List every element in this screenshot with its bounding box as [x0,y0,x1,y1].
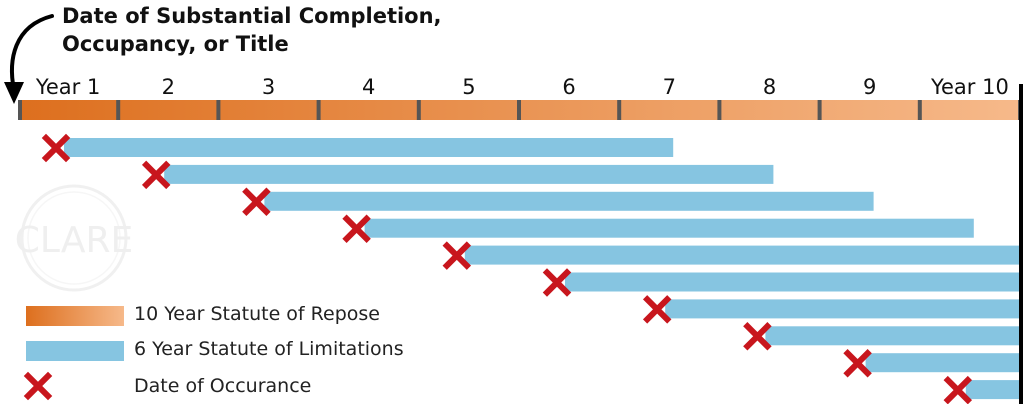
occurrence-x-icon [342,214,371,243]
limitations-bar [264,191,874,211]
timeline-tick [817,100,822,120]
title-line-2: Occupancy, or Title [62,32,289,56]
legend-swatch-limitations [26,341,124,361]
timeline-tick [617,100,622,120]
timeline-year-label: Year 10 [930,75,1009,99]
timeline-tick [316,100,321,120]
occurrence-x-icon [442,241,472,270]
occurrence-markers [41,133,973,404]
limitations-bar [164,164,774,184]
occurrence-x-icon [141,160,171,190]
timeline-year-label: 7 [663,75,676,99]
timeline-year-label: 3 [262,75,275,99]
watermark-logo: CLARE [15,184,133,292]
legend-label-limitations: 6 Year Statute of Limitations [134,338,404,360]
limitations-bar [464,245,1020,265]
timeline-tick [18,100,22,120]
title-line-1: Date of Substantial Completion, [62,4,442,28]
watermark-text: CLARE [15,220,133,261]
legend-label-occurrence: Date of Occurance [134,375,312,397]
timeline-tick [717,100,722,120]
timeline-year-label: 2 [162,75,175,99]
timeline-labels: Year 1 2 3 4 5 6 7 8 9 Year 10 [35,75,1009,99]
occurrence-x-icon [943,375,973,404]
limitations-bar [665,299,1020,319]
legend-x-mark-icon [23,371,53,401]
occurrence-x-icon [542,268,572,297]
timeline-year-label: Year 1 [35,75,101,99]
limitations-bar [865,353,1020,373]
timeline-tick [517,100,521,120]
timeline-year-label: 4 [362,75,375,99]
timeline-year-label: 8 [763,75,776,99]
timeline-year-label: 6 [562,75,575,99]
limitations-bar [765,326,1020,346]
occurrence-x-icon [743,322,772,351]
timeline-year-label: 9 [863,75,876,99]
arrow-icon [4,14,54,104]
occurrence-x-icon [242,187,271,217]
limitations-bar [64,138,674,157]
legend-swatch-repose [26,306,124,326]
limitations-bar [565,272,1020,292]
timeline-year-label: 5 [462,75,475,99]
limitations-bar [965,380,1020,400]
timeline-tick [216,100,221,120]
timeline-tick [416,100,421,120]
timeline-tick [116,100,121,120]
timeline-tick [917,100,922,120]
occurrence-x-icon [843,348,872,378]
legend-label-repose: 10 Year Statute of Repose [134,303,380,325]
occurrence-x-icon [41,133,71,163]
limitations-bar [364,218,974,238]
limitations-bars [64,138,1020,400]
occurrence-x-icon [642,295,672,324]
